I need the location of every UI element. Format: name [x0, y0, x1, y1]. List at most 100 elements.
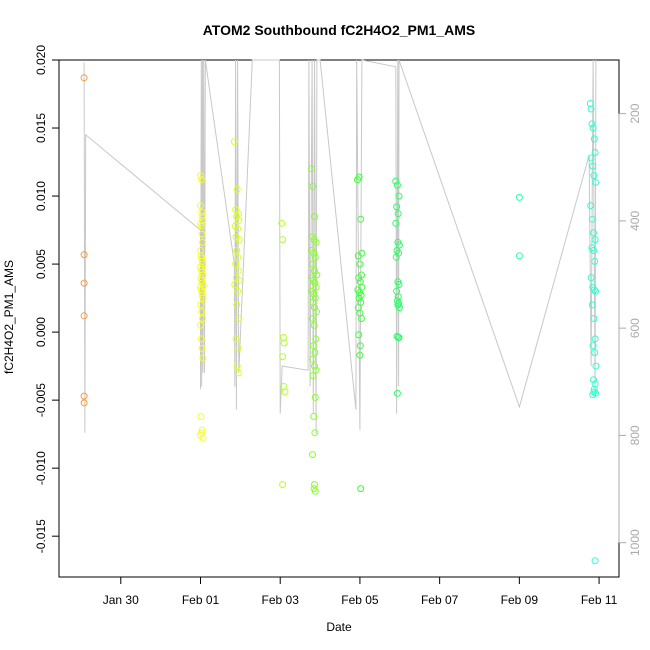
points-layer — [80, 74, 600, 565]
data-point — [587, 202, 595, 210]
data-point — [515, 252, 523, 260]
data-point — [355, 274, 363, 282]
data-point — [234, 253, 242, 261]
data-point — [355, 331, 363, 339]
data-point — [80, 399, 88, 407]
data-point — [310, 321, 318, 329]
x-axis-label: Date — [326, 620, 352, 634]
data-point — [392, 253, 400, 261]
data-point — [311, 362, 318, 370]
y-tick-label: -0.010 — [34, 451, 48, 485]
data-point — [309, 355, 316, 363]
data-point — [235, 276, 243, 284]
data-point — [199, 315, 206, 322]
data-point — [358, 315, 365, 322]
data-point — [357, 215, 365, 223]
data-point — [356, 260, 364, 268]
data-point — [312, 366, 320, 374]
data-point — [355, 294, 363, 302]
data-point — [310, 413, 318, 420]
data-point — [197, 202, 204, 210]
chart-title: ATOM2 Southbound fC2H4O2_PM1_AMS — [203, 22, 476, 38]
data-point — [392, 219, 400, 227]
data-point — [395, 281, 403, 288]
data-point — [591, 557, 599, 565]
data-point — [278, 219, 286, 227]
data-point — [590, 247, 597, 254]
data-point — [394, 293, 402, 301]
data-point — [197, 301, 205, 309]
data-point — [587, 105, 595, 113]
data-point — [198, 429, 206, 437]
data-point — [197, 413, 205, 420]
data-point — [199, 291, 206, 299]
data-point — [197, 176, 205, 184]
y2-tick-label: 800 — [628, 425, 642, 445]
data-point — [312, 238, 320, 246]
data-point — [80, 251, 88, 259]
data-point — [198, 289, 206, 297]
data-point — [311, 253, 319, 261]
data-point — [311, 429, 319, 437]
x-tick-label: Feb 07 — [421, 593, 459, 607]
data-point — [393, 181, 401, 189]
data-point — [393, 389, 401, 397]
data-point — [590, 376, 597, 384]
data-point — [311, 487, 319, 495]
data-point — [197, 247, 204, 254]
data-point — [233, 185, 241, 193]
data-point — [392, 177, 400, 185]
data-point — [588, 120, 596, 128]
data-point — [395, 334, 403, 341]
data-point — [230, 138, 238, 146]
data-point — [312, 283, 320, 291]
data-point — [590, 135, 598, 143]
x-tick-label: Feb 09 — [501, 593, 539, 607]
data-point — [589, 124, 597, 132]
data-point — [311, 393, 319, 401]
y-tick-label: 0.020 — [34, 45, 48, 75]
data-point — [197, 222, 205, 230]
data-point — [395, 300, 403, 307]
data-point — [309, 451, 316, 459]
data-point — [591, 149, 599, 156]
data-point — [234, 344, 242, 352]
data-point — [587, 154, 595, 162]
x-tick-label: Feb 03 — [262, 593, 300, 607]
y2-tick-label: 600 — [628, 318, 642, 338]
data-point — [311, 349, 319, 356]
plot-frame — [58, 59, 620, 578]
data-point — [80, 74, 88, 82]
data-point — [394, 210, 402, 218]
data-point — [197, 335, 205, 343]
data-point — [281, 388, 289, 396]
data-point — [356, 351, 364, 359]
y-tick-label: -0.005 — [34, 383, 48, 417]
y2-tick-label: 1000 — [628, 529, 642, 556]
data-point — [235, 217, 243, 224]
data-point — [198, 344, 206, 352]
data-point — [279, 236, 287, 244]
data-point — [308, 315, 316, 322]
data-point — [233, 362, 241, 370]
data-point — [307, 165, 315, 173]
data-point — [591, 335, 599, 343]
x-tick-label: Jan 30 — [103, 593, 139, 607]
data-point — [590, 286, 598, 294]
y-tick-label: 0.010 — [34, 181, 48, 211]
data-point — [198, 208, 206, 216]
data-point — [591, 236, 599, 244]
data-point — [235, 236, 243, 244]
data-point — [198, 308, 206, 316]
data-point — [393, 203, 401, 211]
data-point — [311, 279, 319, 287]
data-point — [233, 247, 241, 254]
data-point — [199, 238, 206, 246]
data-point — [592, 362, 600, 370]
connecting-line-layer — [83, 59, 597, 435]
data-point — [313, 308, 320, 316]
data-point — [310, 249, 318, 257]
data-point — [355, 173, 363, 181]
data-point — [80, 279, 88, 287]
data-point — [309, 372, 317, 380]
